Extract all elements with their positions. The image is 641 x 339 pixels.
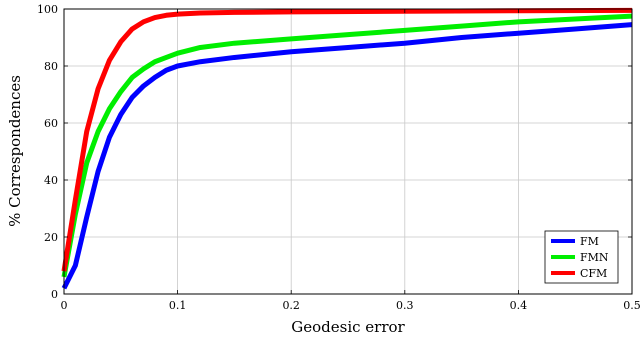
series-line-fm xyxy=(61,22,633,290)
y-tick-label: 80 xyxy=(44,60,58,73)
series-lines xyxy=(61,7,633,290)
series-line-fmn xyxy=(61,13,633,278)
legend-label-cfm: CFM xyxy=(580,267,607,280)
y-tick-label: 0 xyxy=(51,288,58,301)
y-axis-title: % Correspondences xyxy=(6,75,24,227)
x-tick-label: 0 xyxy=(61,299,68,312)
x-tick-label: 0.1 xyxy=(169,299,187,312)
legend-label-fm: FM xyxy=(580,235,599,248)
y-tick-label: 60 xyxy=(44,117,58,130)
x-tick-label: 0.4 xyxy=(510,299,528,312)
x-tick-label: 0.3 xyxy=(396,299,414,312)
series-line-cfm xyxy=(61,7,633,272)
x-tick-label: 0.2 xyxy=(282,299,300,312)
y-tick-label: 40 xyxy=(44,174,58,187)
plot-frame xyxy=(63,8,633,295)
x-axis-title: Geodesic error xyxy=(291,318,405,336)
legend-label-fmn: FMN xyxy=(580,251,609,264)
y-tick-label: 100 xyxy=(37,3,58,16)
y-tick-label: 20 xyxy=(44,231,58,244)
axis-ticks: 0 0.1 0.2 0.3 0.4 0.5 0 20 40 60 80 100 xyxy=(37,3,641,312)
legend: FM FMN CFM xyxy=(544,230,619,284)
x-tick-label: 0.5 xyxy=(623,299,641,312)
